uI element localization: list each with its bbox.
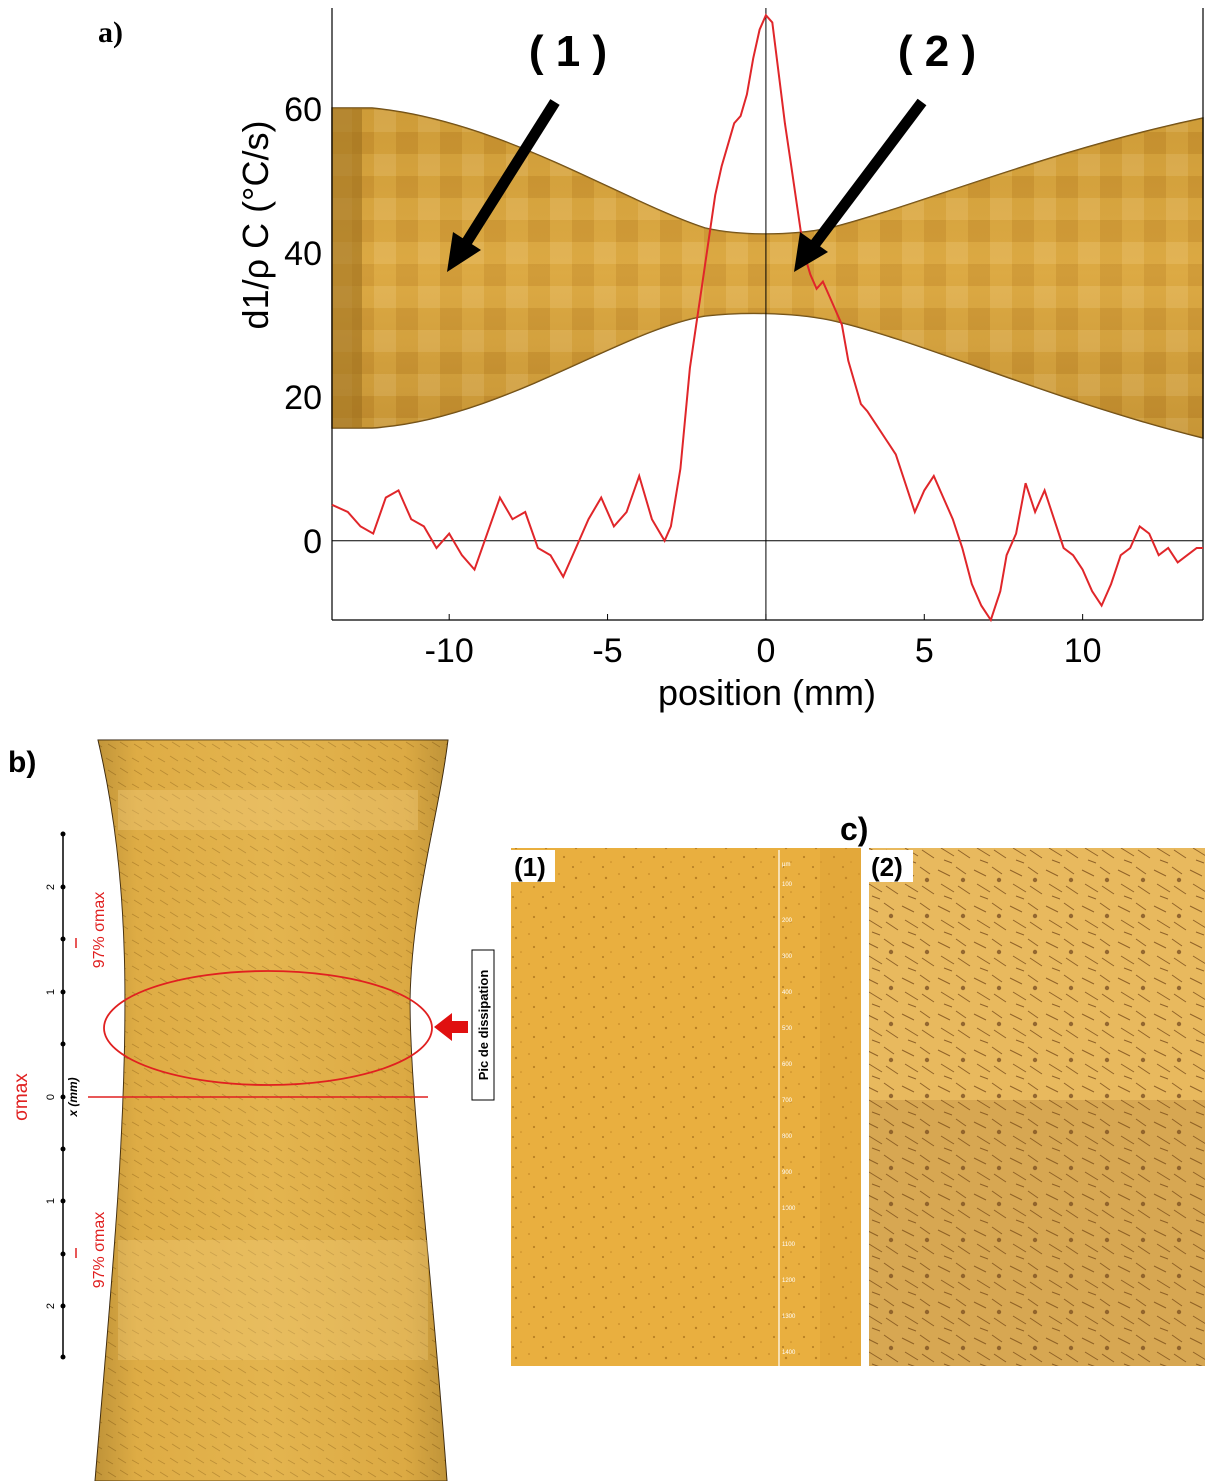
panel-c: c) µm 100 200 300 400 500 600 700 800 90… [511, 811, 1205, 1366]
micrograph-2 [869, 848, 1205, 1366]
x-ticks: -10 -5 0 5 10 [425, 614, 1102, 670]
svg-text:400: 400 [782, 990, 793, 996]
svg-text:600: 600 [782, 1062, 793, 1068]
svg-text:µm: µm [782, 862, 790, 868]
micrograph-2-label: (2) [871, 852, 903, 882]
panel-c-label: c) [840, 811, 868, 847]
micrograph-1-label: (1) [514, 852, 546, 882]
svg-text:100: 100 [782, 882, 793, 888]
peak-label-box [471, 949, 495, 1101]
x-scale [60, 831, 66, 1360]
svg-text:800: 800 [782, 1134, 793, 1140]
sigma-97-upper-label: 97% σmax [91, 892, 108, 969]
svg-text:900: 900 [782, 1170, 793, 1176]
svg-text:1300: 1300 [782, 1314, 796, 1320]
x-axis-label: position (mm) [658, 672, 876, 713]
svg-text:1200: 1200 [782, 1278, 796, 1284]
svg-text:200: 200 [782, 918, 793, 924]
micrograph-1-label-box [511, 850, 555, 882]
callout-1-label: ( 1 ) [529, 27, 607, 76]
svg-text:1100: 1100 [782, 1242, 796, 1248]
panel-a: a) -10 -5 0 5 10 0 20 40 60 position (mm) d1/ρ … [98, 8, 1204, 713]
x-scale-tick: 1 [45, 1198, 57, 1204]
panel-a-label: a) [98, 16, 123, 49]
svg-text:700: 700 [782, 1098, 793, 1104]
panel-b-label: b) [8, 746, 36, 779]
svg-text:1400: 1400 [782, 1350, 796, 1356]
dissipation-ellipse [103, 970, 433, 1086]
specimen-photo [331, 107, 1204, 439]
x-tick-label: 10 [1064, 632, 1102, 670]
x-scale-axis-label: x (mm) [66, 1077, 80, 1117]
panel-b: b) 2 1 0 1 2 x (mm) σmax 97% σmax [8, 739, 495, 1481]
y-tick-label: 40 [284, 235, 322, 273]
dissipation-arrow [434, 1013, 468, 1041]
y-axis-label: d1/ρ C (°C/s) [235, 121, 276, 330]
y-ticks: 0 20 40 60 [284, 91, 322, 561]
svg-text:500: 500 [782, 1026, 793, 1032]
x-scale-tick: 0 [45, 1094, 57, 1100]
x-scale-tick: 1 [45, 989, 57, 995]
x-tick-label: 0 [756, 632, 775, 670]
y-tick-label: 0 [303, 523, 322, 561]
micrograph-1 [511, 848, 861, 1366]
scale-bar: µm 100 200 300 400 500 600 700 800 900 1… [778, 850, 796, 1366]
x-tick-label: -10 [425, 632, 474, 670]
x-tick-label: -5 [592, 632, 622, 670]
svg-text:300: 300 [782, 954, 793, 960]
x-scale-tick: 2 [45, 884, 57, 890]
x-scale-tick: 2 [45, 1303, 57, 1309]
callout-2-label: ( 2 ) [898, 27, 976, 76]
x-tick-label: 5 [915, 632, 934, 670]
peak-label: Pic de dissipation [476, 970, 491, 1081]
sigma-97-lower-label: 97% σmax [91, 1212, 108, 1289]
callout-2-arrow [794, 98, 927, 272]
y-tick-label: 20 [284, 379, 322, 417]
dissipation-curve [331, 13, 1203, 623]
sigma-max-label: σmax [11, 1073, 32, 1121]
micrograph-2-label-box [869, 850, 913, 882]
y-tick-label: 60 [284, 91, 322, 129]
callout-1-arrow [447, 99, 560, 272]
svg-text:1000: 1000 [782, 1206, 796, 1212]
